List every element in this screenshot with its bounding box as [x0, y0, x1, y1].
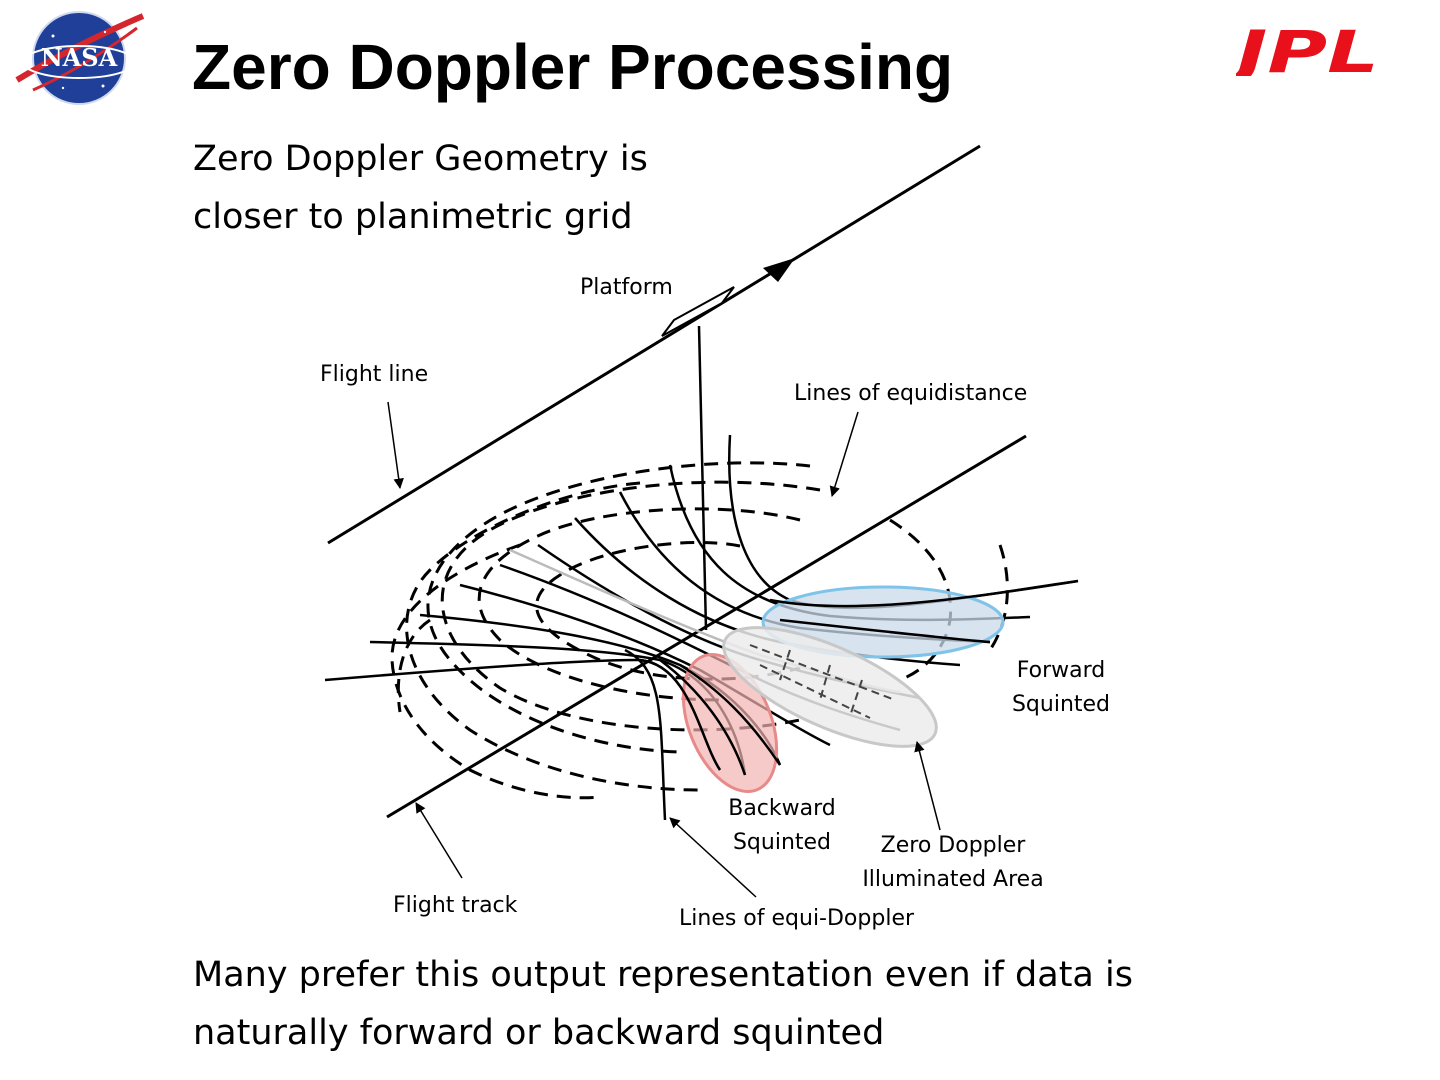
equi-doppler-overlay [639, 579, 1079, 776]
nasa-logo-text: NASA [41, 43, 118, 72]
flight-line-arrow [387, 401, 404, 490]
equidistance-contour [988, 544, 1009, 651]
backward-squinted-label-2: Squinted [733, 830, 831, 855]
zero-doppler-label-2: Illuminated Area [862, 867, 1043, 892]
flight-line [327, 144, 981, 545]
leader-arrows [387, 401, 941, 898]
subtitle-line-1: Zero Doppler Geometry is [193, 139, 648, 179]
platform-shape [661, 286, 735, 337]
forward-squinted-label-1: Forward [1017, 658, 1105, 683]
platform-nadir-line [697, 325, 708, 631]
footer-line-2: naturally forward or backward squinted [193, 1013, 885, 1053]
flight-track [386, 434, 1027, 819]
platform-label: Platform [580, 275, 673, 300]
nasa-logo: NASA [15, 11, 145, 105]
forward-squinted-label-2: Squinted [1012, 692, 1110, 717]
backward-squinted-label-1: Backward [728, 796, 836, 821]
subtitle-line-2: closer to planimetric grid [193, 197, 633, 237]
zero-doppler-diagram: Platform Flight line Lines of equidistan… [320, 144, 1110, 931]
zero-doppler-label-1: Zero Doppler [881, 833, 1027, 858]
equidistance-contour [405, 481, 701, 792]
subtitle: Zero Doppler Geometry is closer to plani… [193, 130, 648, 246]
equidistance-arrow [829, 411, 859, 498]
equidistance-contour [396, 618, 431, 713]
equi-doppler-line [624, 648, 667, 821]
equi-doppler-arrow [669, 817, 757, 898]
footer-text: Many prefer this output representation e… [193, 946, 1133, 1062]
zero-doppler-arrow [914, 740, 941, 831]
page-title: Zero Doppler Processing [192, 31, 954, 103]
zero-doppler-area [722, 626, 938, 748]
flight-track-arrow [415, 802, 463, 879]
zero-doppler-grid [749, 644, 896, 719]
equidistance-contour [440, 480, 821, 732]
equidistance-contour [477, 507, 801, 702]
footer-line-1: Many prefer this output representation e… [193, 955, 1133, 995]
flight-direction-arrow [763, 258, 795, 282]
flight-track-label: Flight track [393, 893, 518, 918]
flight-line-label: Flight line [320, 362, 428, 387]
equi-doppler-label: Lines of equi-Doppler [679, 906, 915, 931]
equidistance-label: Lines of equidistance [794, 381, 1027, 406]
equidistance-contour [390, 543, 601, 800]
jpl-logo: JPL [1236, 24, 1379, 76]
jpl-logo-text: JPL [1236, 24, 1379, 76]
